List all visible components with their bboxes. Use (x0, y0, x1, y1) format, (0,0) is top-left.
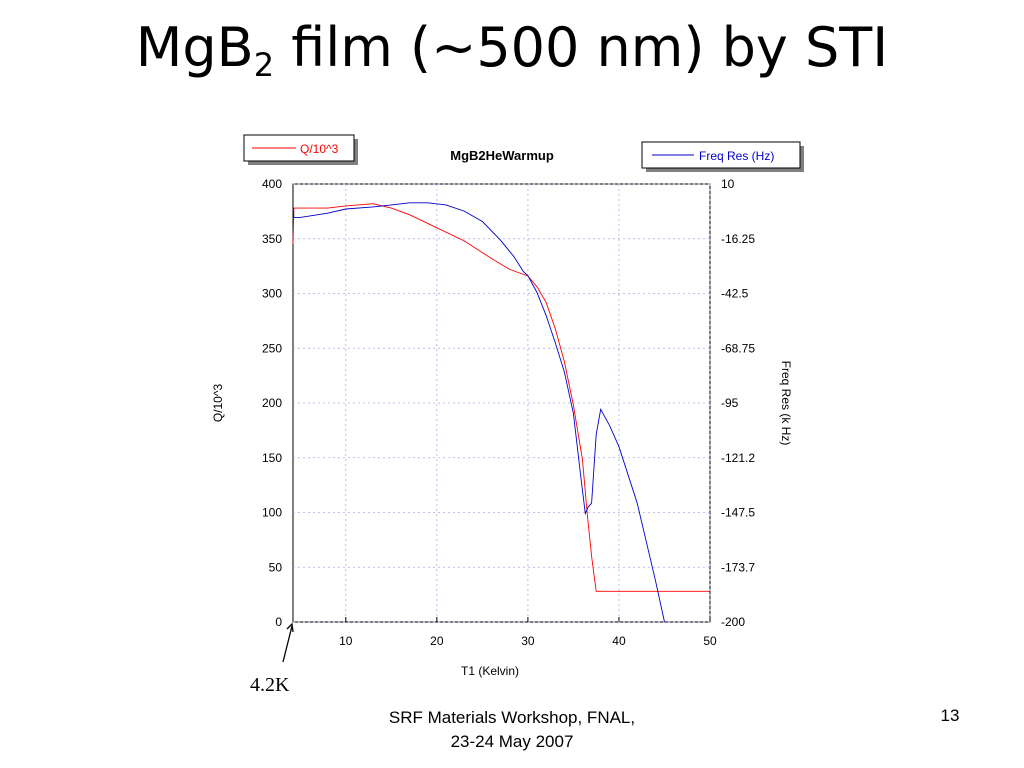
chart-title: MgB2HeWarmup (450, 148, 554, 163)
x-axis-label: T1 (Kelvin) (461, 664, 519, 678)
footer-text: SRF Materials Workshop, FNAL, 23-24 May … (312, 706, 712, 754)
series-line-q (292, 203, 710, 592)
y2-tick-label: -147.5 (721, 506, 755, 520)
annotation-arrow (282, 625, 293, 663)
y-axis-label: Q/10^3 (211, 384, 225, 423)
footer-line2: 23-24 May 2007 (450, 732, 574, 751)
plot-frame (292, 183, 711, 623)
legend-right-label: Freq Res (Hz) (699, 149, 774, 163)
y-tick-label: 100 (262, 506, 282, 520)
y-tick-label: 400 (262, 177, 282, 191)
series-line-freq-res (292, 202, 665, 623)
y-tick-label: 350 (262, 232, 282, 246)
footer-line1: SRF Materials Workshop, FNAL, (388, 708, 636, 727)
x-tick-label: 50 (703, 634, 717, 648)
page-number: 13 (940, 706, 960, 725)
annotation-arrowhead (286, 622, 294, 633)
x-tick-label: 40 (612, 634, 626, 648)
y2-tick-label: 10 (721, 177, 735, 191)
grid (293, 183, 711, 623)
y-tick-label: 300 (262, 287, 282, 301)
y2-tick-label: -200 (721, 615, 745, 629)
y2-tick-label: -16.25 (721, 232, 755, 246)
y-tick-label: 50 (269, 560, 283, 574)
y2-tick-label: -121.2 (721, 451, 755, 465)
title-subscript: 2 (253, 46, 275, 84)
y2-tick-label: -95 (721, 396, 739, 410)
legend-left-label: Q/10^3 (300, 142, 339, 156)
y2-tick-label: -42.5 (721, 287, 749, 301)
y2-tick-label: -173.7 (721, 560, 755, 574)
y-tick-label: 200 (262, 396, 282, 410)
y2-tick-label: -68.75 (721, 341, 755, 355)
x-tick-labels: 10 20 30 40 50 (339, 634, 717, 648)
x-tick-label: 20 (430, 634, 444, 648)
title-main: MgB (135, 16, 254, 79)
title-rest: film (~500 nm) by STI (274, 16, 889, 79)
y-tick-label: 150 (262, 451, 282, 465)
y-tick-label: 0 (275, 615, 282, 629)
y-tick-label: 250 (262, 341, 282, 355)
y2-tick-labels: -200 -173.7 -147.5 -121.2 -95 -68.75 -42.5 -16.… (721, 177, 755, 629)
annotation-label: 4.2K (250, 674, 290, 696)
y2-axis-label: Freq Res (k Hz) (779, 361, 793, 446)
slide-title: MgB2 film (~500 nm) by STI (0, 18, 1024, 83)
x-tick-label: 10 (339, 634, 353, 648)
series-lines (292, 202, 710, 623)
x-tick-label: 30 (521, 634, 535, 648)
y-tick-labels: 0 50 100 150 200 250 300 350 400 (262, 177, 282, 629)
